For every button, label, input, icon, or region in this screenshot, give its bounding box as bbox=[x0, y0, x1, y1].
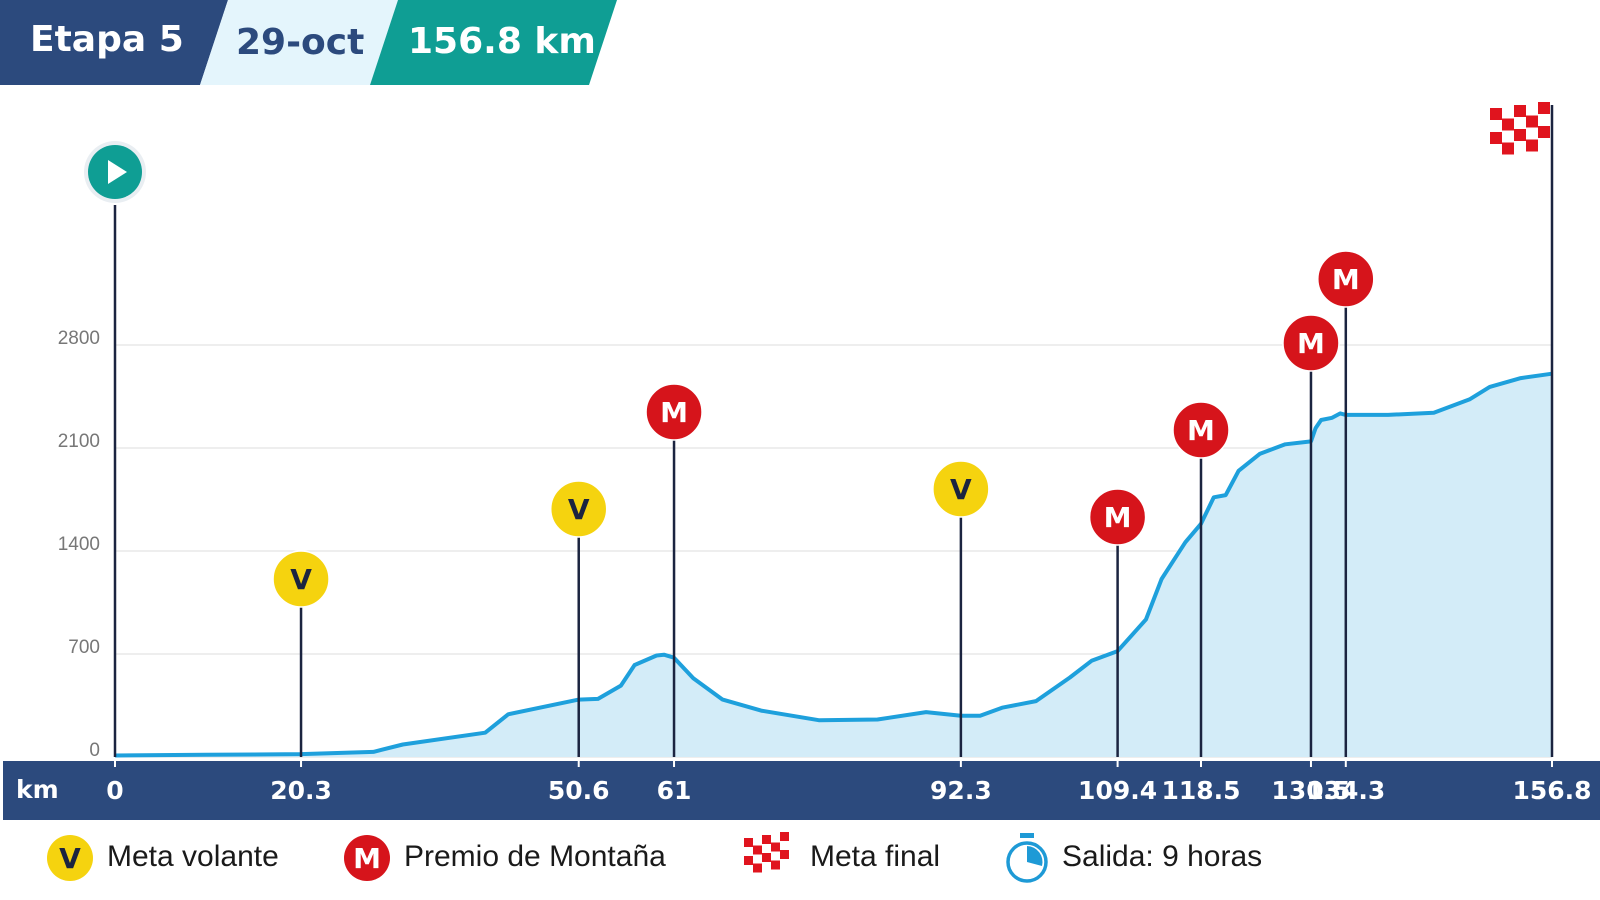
marker-circle bbox=[1088, 488, 1147, 546]
flag-cell bbox=[1490, 144, 1502, 156]
y-tick-label: 0 bbox=[89, 740, 100, 761]
flag-cell bbox=[780, 850, 789, 859]
flag-cell bbox=[1502, 142, 1514, 155]
legend-label: Salida: 9 horas bbox=[1062, 840, 1262, 873]
flag-cell bbox=[1526, 139, 1538, 152]
flag-cell bbox=[744, 838, 753, 847]
legend-label: Meta volante bbox=[107, 840, 279, 873]
flag-cell bbox=[1526, 103, 1538, 116]
marker-circle bbox=[272, 550, 330, 608]
flag-cell bbox=[1538, 102, 1550, 114]
flag-cell bbox=[753, 845, 762, 855]
flag-cell bbox=[762, 853, 771, 862]
x-tick-label: 50.6 bbox=[548, 776, 610, 805]
stage-date: 29-oct bbox=[236, 22, 364, 63]
x-axis-bar bbox=[3, 761, 1600, 820]
flag-cell bbox=[771, 833, 780, 843]
flag-cell bbox=[780, 841, 789, 850]
flag-cell bbox=[1514, 105, 1526, 117]
flag-cell bbox=[762, 835, 771, 844]
marker-symbol: M bbox=[1297, 327, 1325, 360]
legend-icon bbox=[47, 835, 93, 881]
y-tick-label: 2800 bbox=[58, 328, 100, 349]
marker-circle bbox=[1317, 250, 1375, 308]
flag-cell bbox=[762, 844, 771, 853]
x-tick-label: 20.3 bbox=[270, 776, 332, 805]
profile-fill bbox=[115, 373, 1552, 757]
marker-circle bbox=[932, 460, 990, 518]
flag-cell bbox=[1490, 132, 1502, 144]
flag-cell bbox=[753, 836, 762, 846]
marker-symbol: V bbox=[950, 473, 972, 506]
x-tick-label: 0 bbox=[106, 776, 123, 805]
legend: V Meta volante M Premio de Montaña Meta fina… bbox=[47, 832, 1262, 883]
flag-cell bbox=[1490, 108, 1502, 120]
flag-cell bbox=[753, 854, 762, 864]
x-tick-label: 92.3 bbox=[930, 776, 992, 805]
legend-label: Premio de Montaña bbox=[404, 840, 666, 873]
marker-symbol: M bbox=[1104, 501, 1132, 534]
stopwatch-crown bbox=[1020, 833, 1034, 838]
flag-cell bbox=[1526, 115, 1538, 128]
stage-distance: 156.8 km bbox=[408, 21, 596, 62]
y-tick-label: 2100 bbox=[58, 431, 100, 452]
flag-cell bbox=[744, 856, 753, 865]
y-tick-label: 700 bbox=[68, 637, 100, 658]
x-tick-label: 61 bbox=[657, 776, 692, 805]
flag-cell bbox=[1538, 114, 1550, 126]
x-tick-label: 109.4 bbox=[1078, 776, 1157, 805]
x-tick-label: 118.5 bbox=[1161, 776, 1240, 805]
flag-cell bbox=[744, 847, 753, 856]
flag-cell bbox=[762, 862, 771, 871]
flag-cell bbox=[771, 851, 780, 861]
legend-label: Meta final bbox=[810, 840, 940, 873]
date-badge bbox=[200, 0, 398, 85]
profile-line bbox=[114, 371, 1553, 758]
marker-symbol: M bbox=[660, 396, 688, 429]
x-tick-label: 130.5 bbox=[1271, 776, 1350, 805]
marker-circle bbox=[1282, 314, 1340, 372]
flag-cell bbox=[771, 842, 780, 852]
flag-cell bbox=[1514, 141, 1526, 153]
x-axis-label: km bbox=[16, 775, 59, 804]
y-tick-label: 1400 bbox=[58, 534, 100, 555]
marker-circle bbox=[1172, 401, 1230, 459]
marker-symbol: M bbox=[1332, 263, 1360, 296]
stopwatch bbox=[1006, 841, 1048, 883]
flag-cell bbox=[1502, 130, 1514, 143]
flag-cell bbox=[780, 859, 789, 868]
stopwatch-hand bbox=[1027, 846, 1043, 866]
x-tick-label: 134.3 bbox=[1306, 776, 1385, 805]
flag-cell bbox=[1514, 117, 1526, 129]
flag-cell bbox=[1538, 138, 1550, 150]
flag-cell bbox=[1490, 120, 1502, 132]
marker-circle bbox=[645, 383, 703, 441]
distance-badge bbox=[370, 0, 617, 85]
legend-symbol: V bbox=[59, 842, 81, 875]
legend-icon bbox=[344, 835, 390, 881]
flag-cell bbox=[771, 860, 780, 870]
stage-badge bbox=[0, 0, 228, 85]
flag-cell bbox=[1538, 126, 1550, 138]
marker-circle bbox=[549, 480, 608, 538]
flag-cell bbox=[1502, 106, 1514, 119]
start-play bbox=[108, 160, 127, 184]
marker-symbol: V bbox=[568, 493, 590, 526]
flag-cell bbox=[1502, 118, 1514, 131]
stage-title: Etapa 5 bbox=[30, 19, 184, 60]
flag-cell bbox=[744, 865, 753, 874]
marker-symbol: V bbox=[290, 563, 312, 596]
flag-cell bbox=[753, 863, 762, 873]
flag-cell bbox=[1514, 129, 1526, 141]
legend-symbol: M bbox=[353, 842, 381, 875]
x-tick-label: 156.8 bbox=[1512, 776, 1591, 805]
flag-cell bbox=[780, 832, 789, 841]
marker-symbol: M bbox=[1187, 414, 1215, 447]
flag-cell bbox=[1526, 127, 1538, 140]
